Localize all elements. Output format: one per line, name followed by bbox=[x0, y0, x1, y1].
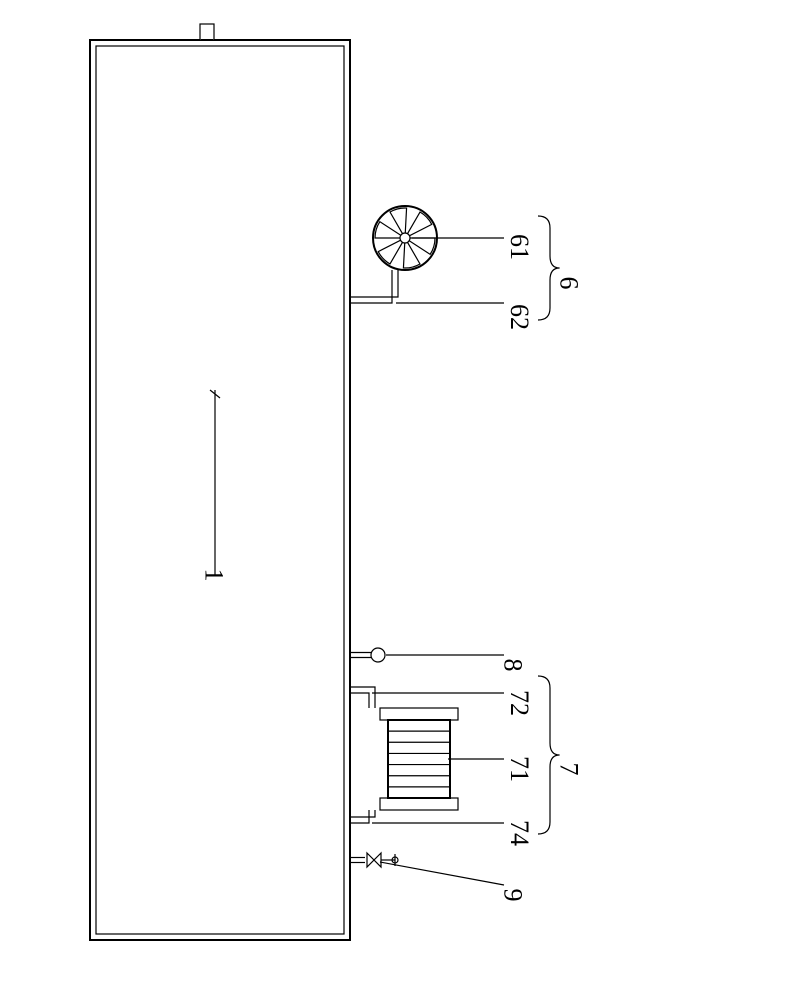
label-l62: 62 bbox=[504, 304, 534, 330]
label-l7: 7 bbox=[554, 763, 584, 776]
label-l9: 9 bbox=[498, 889, 528, 902]
label-l61: 61 bbox=[504, 234, 534, 260]
label-l8: 8 bbox=[498, 659, 528, 672]
label-l72: 72 bbox=[504, 690, 534, 716]
label-l6: 6 bbox=[554, 277, 584, 290]
diagram-svg bbox=[0, 0, 795, 1000]
label-l71: 71 bbox=[504, 756, 534, 782]
label-l1: 1 bbox=[199, 569, 229, 582]
label-l74: 74 bbox=[504, 820, 534, 846]
